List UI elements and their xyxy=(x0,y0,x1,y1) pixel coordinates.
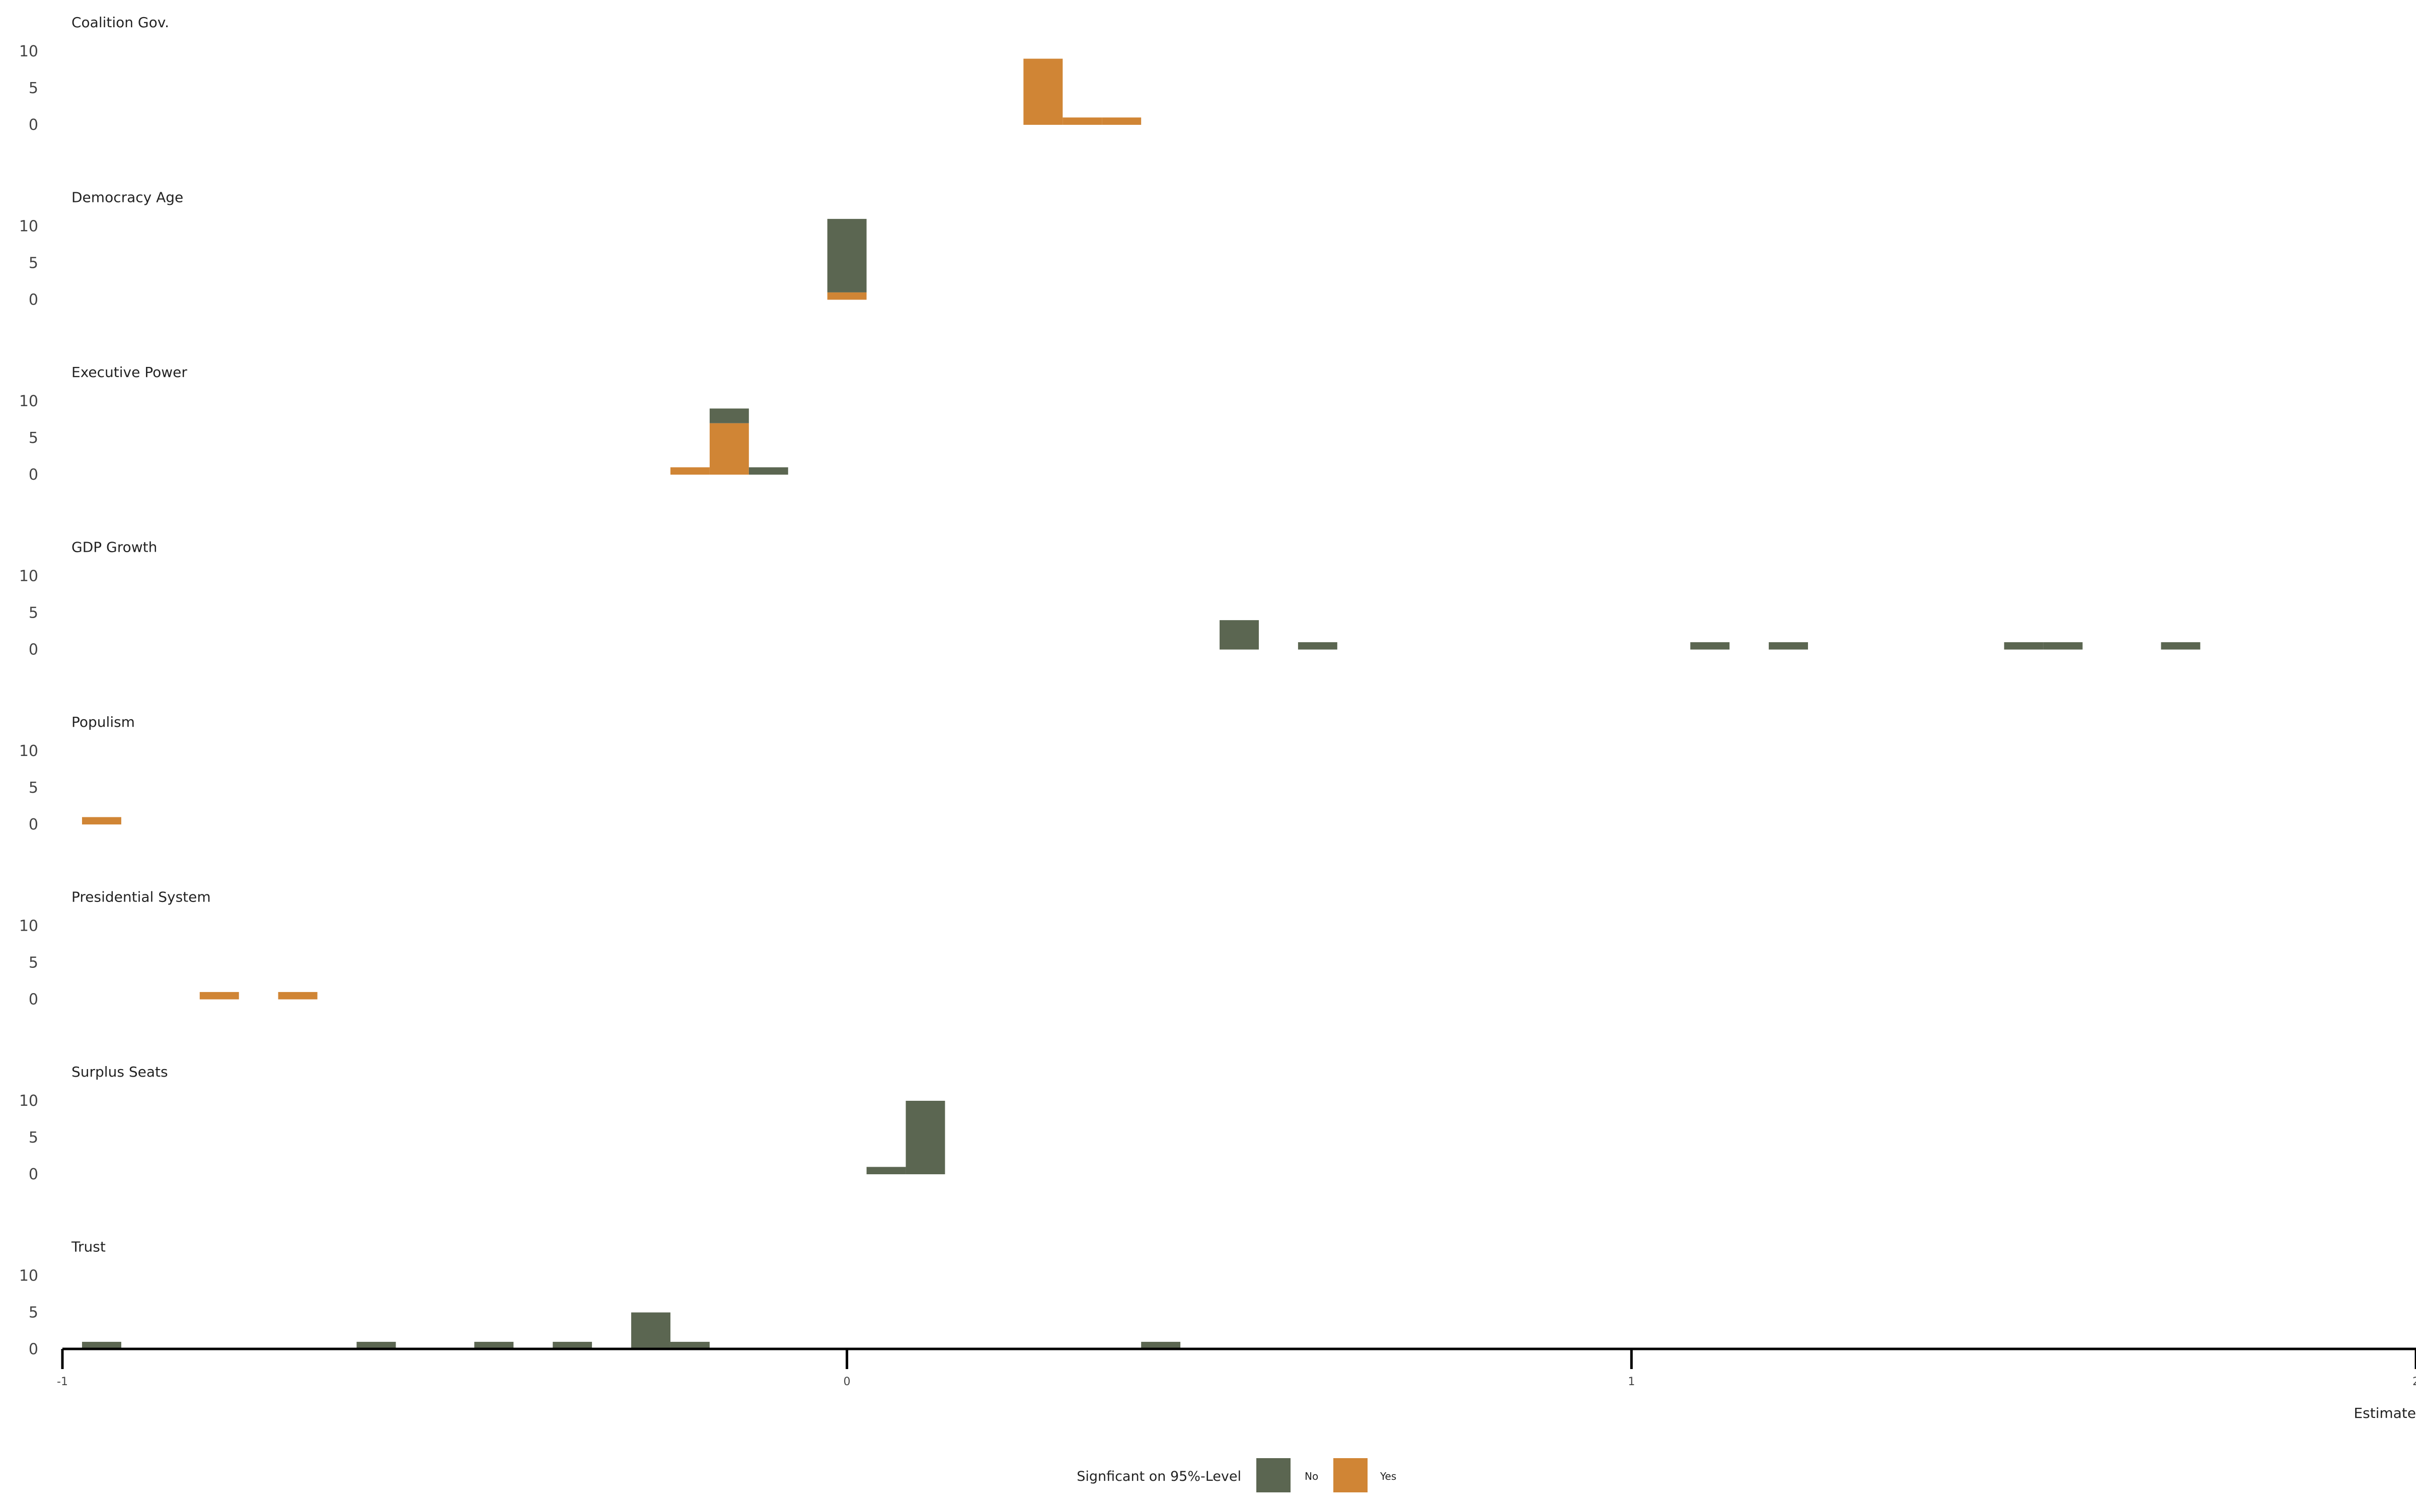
x-tick-label: 2 xyxy=(2412,1376,2416,1388)
panel-title: Trust xyxy=(71,1239,106,1255)
histogram-bar-no xyxy=(1220,620,1259,650)
y-tick-label: 0 xyxy=(29,1166,38,1183)
y-tick-label: 0 xyxy=(29,991,38,1009)
legend-label-yes: Yes xyxy=(1380,1470,1396,1482)
y-tick-label: 10 xyxy=(19,1092,38,1110)
panel-populism: Populism 0 5 10 xyxy=(19,714,135,834)
panel-title: Coalition Gov. xyxy=(71,14,169,31)
histogram-bar-no xyxy=(474,1341,514,1349)
histogram-bar-no xyxy=(1769,642,1808,650)
y-tick-label: 5 xyxy=(29,779,38,797)
histogram-bar-no xyxy=(553,1341,592,1349)
y-tick-label: 0 xyxy=(29,641,38,659)
panel-presidential-system: Presidential System 0 5 10 xyxy=(19,889,318,1009)
x-tick-label: -1 xyxy=(57,1376,68,1388)
histogram-bar-yes xyxy=(670,467,710,475)
x-axis-title: Estimate xyxy=(2354,1405,2416,1421)
legend-label-no: No xyxy=(1305,1470,1318,1482)
panel-title: GDP Growth xyxy=(71,539,157,556)
panel-surplus-seats: Surplus Seats 0 5 10 xyxy=(19,1064,945,1183)
histogram-bar-no xyxy=(631,1312,670,1349)
x-tick-label: 0 xyxy=(844,1376,851,1388)
panel-coalition-gov: Coalition Gov. 0 5 10 xyxy=(19,14,1142,134)
y-tick-label: 5 xyxy=(29,255,38,272)
panel-democracy-age: Democracy Age 0 5 10 xyxy=(19,189,867,309)
legend-title: Signficant on 95%-Level xyxy=(1077,1469,1241,1484)
y-tick-label: 10 xyxy=(19,568,38,585)
histogram-bar-yes xyxy=(827,292,867,300)
panel-executive-power: Executive Power 0 5 10 xyxy=(19,364,788,484)
legend-key-no xyxy=(1256,1458,1291,1492)
y-tick-label: 5 xyxy=(29,604,38,622)
histogram-bar-yes xyxy=(1063,117,1102,125)
panel-title: Populism xyxy=(71,714,135,730)
histogram-bar-yes xyxy=(709,423,749,475)
y-tick-label: 10 xyxy=(19,742,38,760)
y-tick-label: 0 xyxy=(29,291,38,309)
y-tick-label: 10 xyxy=(19,918,38,935)
histogram-bar-no xyxy=(905,1101,945,1174)
histogram-bar-no xyxy=(1690,642,1730,650)
y-tick-label: 10 xyxy=(19,1267,38,1285)
histogram-bar-no xyxy=(2043,642,2083,650)
y-tick-label: 5 xyxy=(29,80,38,97)
histogram-bar-no xyxy=(1298,642,1337,650)
panel-title: Democracy Age xyxy=(71,189,183,206)
y-tick-label: 10 xyxy=(19,43,38,60)
y-tick-label: 10 xyxy=(19,393,38,410)
histogram-bar-no xyxy=(827,218,867,292)
panel-title: Executive Power xyxy=(71,364,187,381)
histogram-bar-no xyxy=(2004,642,2044,650)
histogram-bar-no xyxy=(670,1341,710,1349)
y-tick-label: 5 xyxy=(29,954,38,972)
x-axis: -1 0 1 2 xyxy=(57,1347,2416,1388)
histogram-bar-no xyxy=(748,467,788,475)
y-tick-label: 0 xyxy=(29,1341,38,1358)
histogram-bar-yes xyxy=(278,992,318,1000)
histogram-bar-yes xyxy=(82,817,121,824)
histogram-bar-no xyxy=(356,1341,396,1349)
histogram-bar-yes xyxy=(1023,58,1063,125)
legend-key-yes xyxy=(1333,1458,1368,1492)
histogram-bar-no xyxy=(2161,642,2201,650)
histogram-bar-no xyxy=(82,1341,121,1349)
y-tick-label: 10 xyxy=(19,218,38,236)
y-tick-label: 0 xyxy=(29,466,38,484)
x-tick-label: 1 xyxy=(1628,1376,1635,1388)
y-tick-label: 5 xyxy=(29,1129,38,1147)
panel-trust: Trust 0 5 10 xyxy=(19,1239,1181,1358)
histogram-bar-no xyxy=(866,1167,906,1174)
panel-title: Surplus Seats xyxy=(71,1064,168,1080)
panel-gdp-growth: GDP Growth 0 5 10 xyxy=(19,539,2201,659)
histogram-bar-no xyxy=(709,408,749,423)
histogram-bar-no xyxy=(1141,1341,1181,1349)
legend: Signficant on 95%-Level No Yes xyxy=(1077,1458,1396,1492)
y-tick-label: 5 xyxy=(29,1304,38,1322)
y-tick-label: 0 xyxy=(29,116,38,134)
histogram-bar-yes xyxy=(1102,117,1142,125)
y-tick-label: 5 xyxy=(29,429,38,447)
histogram-bar-yes xyxy=(199,992,239,1000)
y-tick-label: 0 xyxy=(29,816,38,834)
panel-title: Presidential System xyxy=(71,889,211,905)
